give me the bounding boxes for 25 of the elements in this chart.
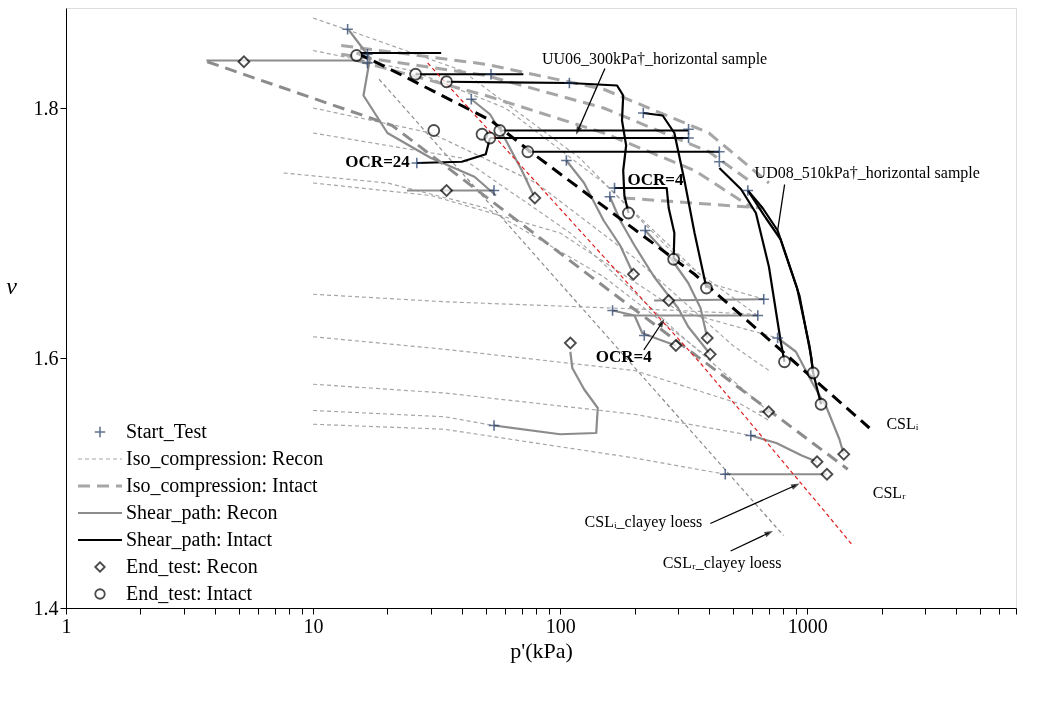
x-tick-label: 1000 — [787, 614, 828, 637]
y-axis-title: v — [6, 272, 18, 299]
legend-label: Shear_path: Intact — [126, 528, 273, 551]
x-tick-label: 1 — [61, 614, 72, 637]
annotation: CSLᵢ_clayey loess — [584, 512, 703, 531]
legend-label: Start_Test — [126, 420, 208, 442]
annotation: CSLᵣ_clayey loess — [662, 554, 782, 572]
annotation: OCR=4 — [595, 347, 653, 366]
y-tick-label: 1.4 — [33, 596, 59, 619]
legend-label: End_test: Intact — [126, 582, 253, 604]
annotation: OCR=4 — [627, 170, 684, 189]
y-tick-label: 1.8 — [33, 96, 59, 119]
annotation: UU06_300kPa†_horizontal sample — [541, 49, 768, 68]
legend-label: Shear_path: Recon — [126, 501, 278, 524]
x-axis-title: p'(kPa) — [510, 637, 573, 663]
annotation: CSLᵣ — [872, 484, 907, 502]
annotation: CSLᵢ — [886, 415, 919, 432]
legend-label: Iso_compression: Recon — [126, 447, 324, 470]
legend-label: End_test: Recon — [126, 555, 258, 577]
y-tick-label: 1.6 — [33, 346, 59, 369]
annotation: UD08_510kPa†_horizontal sample — [754, 163, 980, 182]
x-tick-label: 100 — [545, 614, 576, 637]
annotation: OCR=24 — [345, 152, 411, 171]
legend-label: Iso_compression: Intact — [126, 474, 319, 497]
x-tick-label: 10 — [303, 614, 324, 637]
